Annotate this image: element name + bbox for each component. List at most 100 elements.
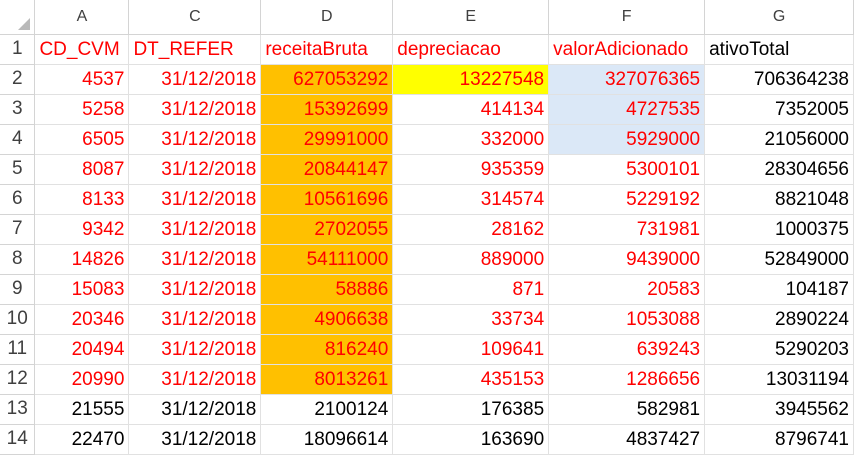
row-header[interactable]: 12 [0, 364, 36, 395]
cell[interactable]: 5300101 [548, 154, 706, 185]
cell[interactable]: 13031194 [704, 364, 854, 395]
row-header[interactable]: 8 [0, 244, 36, 275]
cell[interactable]: 31/12/2018 [128, 64, 262, 95]
cell[interactable]: 2100124 [260, 394, 394, 425]
cell[interactable]: 31/12/2018 [128, 124, 262, 155]
cell[interactable]: 3945562 [704, 394, 854, 425]
header-cell-dt-refer[interactable]: DT_REFER [128, 34, 262, 65]
row-header[interactable]: 4 [0, 124, 36, 155]
cell[interactable]: 15392699 [260, 94, 394, 125]
cell[interactable]: 31/12/2018 [128, 214, 262, 245]
cell[interactable]: 31/12/2018 [128, 304, 262, 335]
cell[interactable]: 10561696 [260, 184, 394, 215]
cell[interactable]: 31/12/2018 [128, 154, 262, 185]
cell[interactable]: 582981 [548, 394, 706, 425]
header-cell-receita-bruta[interactable]: receitaBruta [260, 34, 394, 65]
cell[interactable]: 8133 [34, 184, 130, 215]
cell[interactable]: 4537 [34, 64, 130, 95]
cell[interactable]: 5290203 [704, 334, 854, 365]
cell[interactable]: 1053088 [548, 304, 706, 335]
cell[interactable]: 1286656 [548, 364, 706, 395]
cell[interactable]: 627053292 [260, 64, 394, 95]
cell[interactable]: 31/12/2018 [128, 274, 262, 305]
cell[interactable]: 54111000 [260, 244, 394, 275]
cell[interactable]: 31/12/2018 [128, 94, 262, 125]
header-cell-cd-cvm[interactable]: CD_CVM [34, 34, 130, 65]
cell[interactable]: 8013261 [260, 364, 394, 395]
row-header[interactable]: 10 [0, 304, 36, 335]
cell[interactable]: 889000 [392, 244, 550, 275]
cell[interactable]: 22470 [34, 424, 130, 455]
cell[interactable]: 20583 [548, 274, 706, 305]
row-header[interactable]: 7 [0, 214, 36, 245]
column-header-a[interactable]: A [34, 0, 130, 35]
cell[interactable]: 31/12/2018 [128, 184, 262, 215]
column-header-f[interactable]: F [548, 0, 706, 35]
cell[interactable]: 9342 [34, 214, 130, 245]
cell[interactable]: 8087 [34, 154, 130, 185]
cell[interactable]: 327076365 [548, 64, 706, 95]
cell[interactable]: 52849000 [704, 244, 854, 275]
row-header[interactable]: 14 [0, 424, 36, 455]
cell[interactable]: 21555 [34, 394, 130, 425]
header-cell-depreciacao[interactable]: depreciacao [392, 34, 550, 65]
cell[interactable]: 33734 [392, 304, 550, 335]
cell[interactable]: 28162 [392, 214, 550, 245]
cell[interactable]: 18096614 [260, 424, 394, 455]
column-header-c[interactable]: C [128, 0, 262, 35]
cell[interactable]: 20494 [34, 334, 130, 365]
row-header[interactable]: 5 [0, 154, 36, 185]
cell[interactable]: 29991000 [260, 124, 394, 155]
cell[interactable]: 4906638 [260, 304, 394, 335]
cell[interactable]: 20844147 [260, 154, 394, 185]
cell[interactable]: 639243 [548, 334, 706, 365]
cell[interactable]: 13227548 [392, 64, 550, 95]
cell[interactable]: 871 [392, 274, 550, 305]
cell[interactable]: 14826 [34, 244, 130, 275]
cell[interactable]: 7352005 [704, 94, 854, 125]
cell[interactable]: 58886 [260, 274, 394, 305]
cell[interactable]: 332000 [392, 124, 550, 155]
cell[interactable]: 731981 [548, 214, 706, 245]
cell[interactable]: 31/12/2018 [128, 394, 262, 425]
cell[interactable]: 20990 [34, 364, 130, 395]
cell[interactable]: 706364238 [704, 64, 854, 95]
row-header[interactable]: 9 [0, 274, 36, 305]
row-header[interactable]: 13 [0, 394, 36, 425]
cell[interactable]: 935359 [392, 154, 550, 185]
column-header-e[interactable]: E [392, 0, 550, 35]
cell[interactable]: 1000375 [704, 214, 854, 245]
row-header[interactable]: 1 [0, 34, 36, 65]
cell[interactable]: 816240 [260, 334, 394, 365]
row-header[interactable]: 11 [0, 334, 36, 365]
row-header[interactable]: 2 [0, 64, 36, 95]
cell[interactable]: 2702055 [260, 214, 394, 245]
cell[interactable]: 31/12/2018 [128, 244, 262, 275]
cell[interactable]: 5258 [34, 94, 130, 125]
header-cell-ativo-total[interactable]: ativoTotal [704, 34, 854, 65]
cell[interactable]: 31/12/2018 [128, 424, 262, 455]
row-header[interactable]: 3 [0, 94, 36, 125]
cell[interactable]: 4837427 [548, 424, 706, 455]
cell[interactable]: 104187 [704, 274, 854, 305]
cell[interactable]: 163690 [392, 424, 550, 455]
row-header[interactable]: 6 [0, 184, 36, 215]
cell[interactable]: 5229192 [548, 184, 706, 215]
cell[interactable]: 2890224 [704, 304, 854, 335]
cell[interactable]: 9439000 [548, 244, 706, 275]
column-header-d[interactable]: D [260, 0, 394, 35]
select-all-corner[interactable] [0, 0, 36, 35]
cell[interactable]: 21056000 [704, 124, 854, 155]
header-cell-valor-adicionado[interactable]: valorAdicionado [548, 34, 706, 65]
cell[interactable]: 8796741 [704, 424, 854, 455]
cell[interactable]: 435153 [392, 364, 550, 395]
cell[interactable]: 4727535 [548, 94, 706, 125]
cell[interactable]: 15083 [34, 274, 130, 305]
cell[interactable]: 109641 [392, 334, 550, 365]
cell[interactable]: 8821048 [704, 184, 854, 215]
cell[interactable]: 31/12/2018 [128, 364, 262, 395]
cell[interactable]: 176385 [392, 394, 550, 425]
column-header-g[interactable]: G [704, 0, 854, 35]
cell[interactable]: 314574 [392, 184, 550, 215]
cell[interactable]: 28304656 [704, 154, 854, 185]
